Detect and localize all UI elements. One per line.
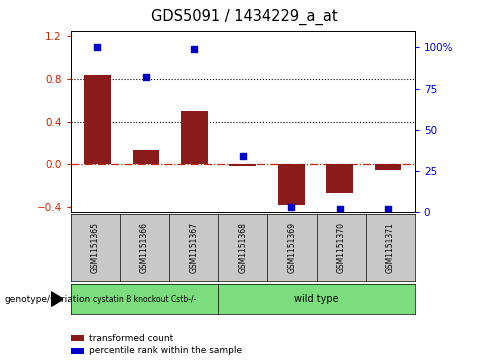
Bar xyxy=(133,150,159,164)
Point xyxy=(94,44,102,50)
Text: GSM1151367: GSM1151367 xyxy=(189,222,198,273)
Point xyxy=(287,204,295,210)
Text: GSM1151369: GSM1151369 xyxy=(287,222,296,273)
Text: GSM1151366: GSM1151366 xyxy=(140,222,149,273)
Bar xyxy=(326,164,353,193)
Bar xyxy=(375,164,402,170)
Polygon shape xyxy=(51,292,63,306)
Text: percentile rank within the sample: percentile rank within the sample xyxy=(89,346,243,355)
Bar xyxy=(181,111,208,164)
Point xyxy=(239,153,247,159)
Text: GSM1151365: GSM1151365 xyxy=(91,222,100,273)
Bar xyxy=(229,164,256,167)
Point xyxy=(142,74,150,80)
Text: transformed count: transformed count xyxy=(89,334,174,343)
Point xyxy=(336,206,344,212)
Text: GSM1151371: GSM1151371 xyxy=(386,222,395,273)
Bar xyxy=(278,164,305,205)
Point xyxy=(384,206,392,212)
Text: cystatin B knockout Cstb-/-: cystatin B knockout Cstb-/- xyxy=(93,295,196,303)
Bar xyxy=(84,75,111,164)
Text: GSM1151370: GSM1151370 xyxy=(337,222,346,273)
Text: wild type: wild type xyxy=(294,294,339,304)
Point xyxy=(190,46,198,52)
Text: GDS5091 / 1434229_a_at: GDS5091 / 1434229_a_at xyxy=(151,9,337,25)
Text: genotype/variation: genotype/variation xyxy=(5,295,91,303)
Text: GSM1151368: GSM1151368 xyxy=(238,222,247,273)
